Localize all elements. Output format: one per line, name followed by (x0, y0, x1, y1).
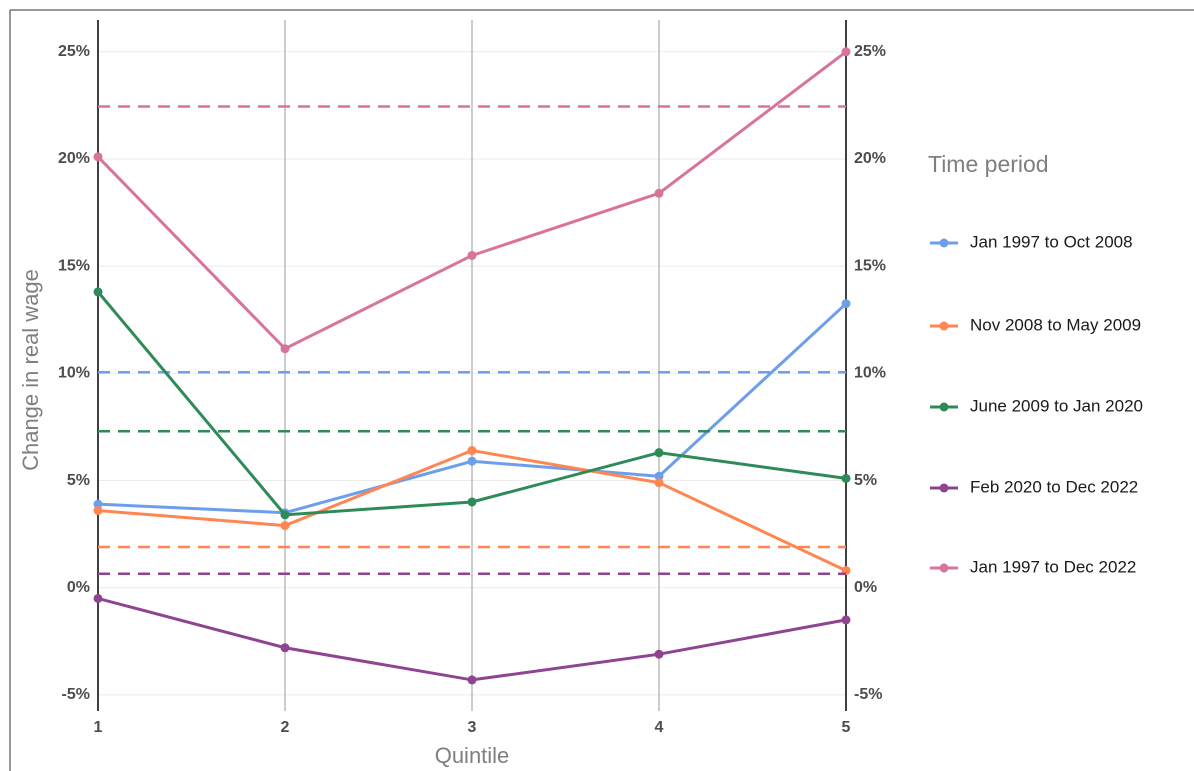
y2-tick-label: 10% (854, 365, 886, 382)
y-tick-label: 25% (58, 43, 90, 60)
x-tick-label: 2 (281, 719, 290, 736)
point (841, 473, 851, 483)
y-tick-label: 0% (67, 579, 90, 596)
y2-tick-label: 15% (854, 257, 886, 274)
x-axis-label: Quintile (435, 743, 510, 768)
point (841, 299, 851, 309)
x-tick-label: 5 (842, 719, 851, 736)
x-tick-label: 3 (468, 719, 477, 736)
point (654, 448, 664, 458)
y2-tick-label: 25% (854, 43, 886, 60)
legend-label: Jan 1997 to Dec 2022 (970, 557, 1136, 576)
legend-label: Feb 2020 to Dec 2022 (970, 477, 1138, 496)
point (841, 615, 851, 625)
point (654, 188, 664, 198)
point (280, 510, 290, 520)
y-tick-label: 5% (67, 472, 90, 489)
legend-swatch (939, 321, 949, 331)
point (93, 506, 103, 516)
legend-label: June 2009 to Jan 2020 (970, 396, 1143, 415)
point (467, 675, 477, 685)
point (93, 152, 103, 162)
legend-title: Time period (928, 151, 1049, 177)
y2-tick-label: -5% (854, 686, 882, 703)
point (280, 643, 290, 653)
x-tick-label: 4 (655, 719, 664, 736)
point (467, 497, 477, 507)
point (654, 649, 664, 659)
point (93, 287, 103, 297)
legend-label: Nov 2008 to May 2009 (970, 315, 1141, 334)
legend-swatch (939, 563, 949, 573)
point (841, 47, 851, 57)
point (467, 250, 477, 260)
legend-label: Jan 1997 to Oct 2008 (970, 232, 1133, 251)
point (654, 471, 664, 481)
point (467, 456, 477, 466)
y-tick-label: -5% (62, 686, 90, 703)
point (93, 593, 103, 603)
point (654, 478, 664, 488)
point (280, 521, 290, 531)
y-tick-label: 20% (58, 150, 90, 167)
y2-tick-label: 20% (854, 150, 886, 167)
y2-tick-label: 5% (854, 472, 877, 489)
y-tick-label: 10% (58, 365, 90, 382)
legend-swatch (939, 238, 949, 248)
y-tick-label: 15% (58, 257, 90, 274)
point (280, 344, 290, 354)
legend-swatch (939, 483, 949, 493)
y-axis-label: Change in real wage (18, 269, 43, 471)
legend-swatch (939, 402, 949, 412)
x-tick-label: 1 (94, 719, 103, 736)
point (93, 499, 103, 509)
y2-tick-label: 0% (854, 579, 877, 596)
point (467, 446, 477, 456)
